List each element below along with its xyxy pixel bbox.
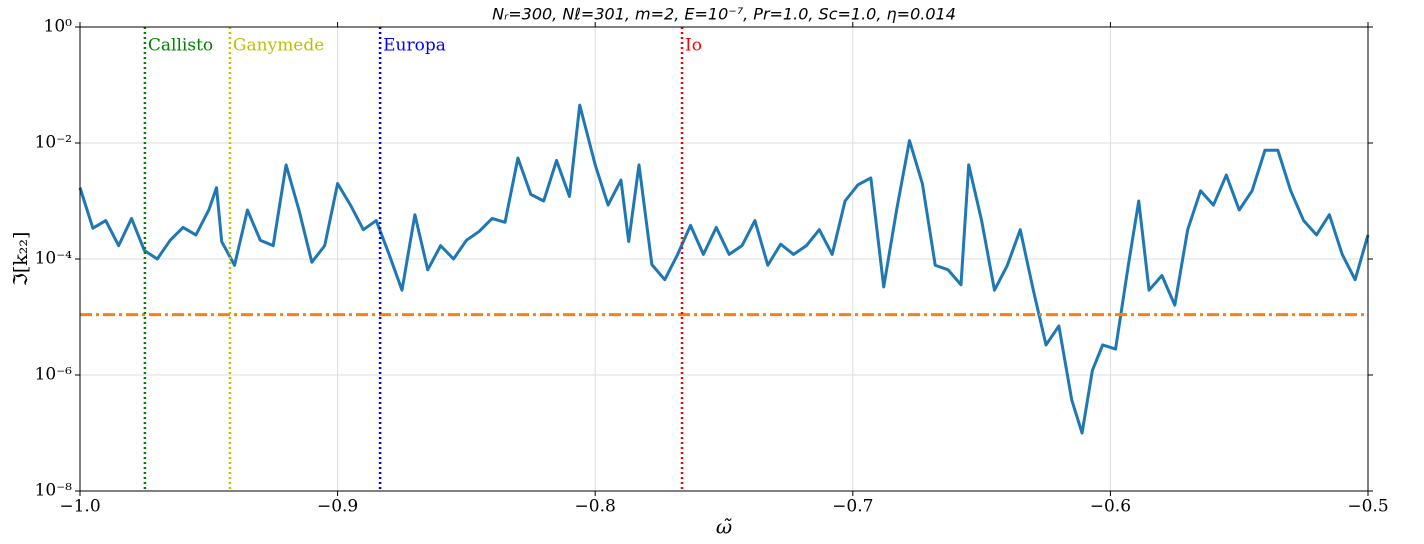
moon-label: Europa	[383, 36, 446, 56]
y-tick-label: 10⁻²	[35, 133, 72, 153]
x-tick-label: −1.0	[59, 497, 100, 517]
y-tick-label: 10⁻⁴	[35, 249, 73, 269]
moon-label: Callisto	[148, 36, 213, 56]
moon-label: Io	[685, 36, 702, 56]
plot-frame	[79, 26, 1369, 492]
chart-title: Nᵣ=300, Nℓ=301, m=2, E=10⁻⁷, Pr=1.0, Sc=…	[492, 5, 956, 24]
x-axis-label: ω̃	[716, 515, 732, 539]
y-tick-label: 10⁻⁶	[35, 365, 73, 385]
x-tick-label: −0.7	[832, 497, 873, 517]
data-line	[78, 103, 1370, 435]
x-tick-label: −0.6	[1090, 497, 1131, 517]
x-tick-label: −0.9	[317, 497, 358, 517]
y-tick-label: 10⁻⁸	[35, 481, 73, 501]
y-axis-label: ℑ[k₂₂]	[10, 232, 32, 287]
x-tick-label: −0.5	[1347, 497, 1388, 517]
moon-label: Ganymede	[233, 36, 324, 56]
x-tick-label: −0.8	[575, 497, 616, 517]
y-tick-label: 10⁰	[44, 17, 73, 37]
